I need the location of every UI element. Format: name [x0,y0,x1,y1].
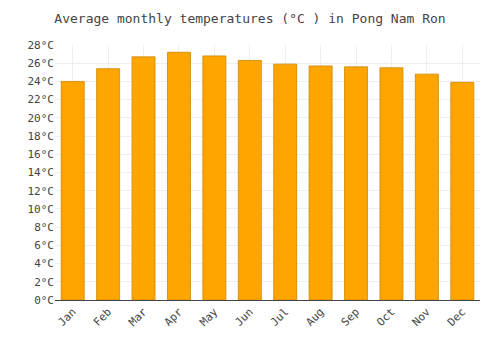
svg-text:Sep: Sep [339,306,362,329]
svg-text:Jul: Jul [268,306,291,329]
svg-text:May: May [197,305,221,329]
svg-text:2°C: 2°C [34,276,54,289]
svg-text:Apr: Apr [162,305,186,329]
svg-text:24°C: 24°C [28,75,55,88]
svg-text:20°C: 20°C [28,112,55,125]
svg-text:4°C: 4°C [34,257,54,270]
svg-text:14°C: 14°C [28,166,55,179]
svg-text:Aug: Aug [303,306,326,329]
svg-text:10°C: 10°C [28,203,55,216]
svg-text:18°C: 18°C [28,130,55,143]
svg-text:26°C: 26°C [28,57,55,70]
svg-text:22°C: 22°C [28,93,55,106]
svg-text:Jun: Jun [233,306,256,329]
svg-text:Oct: Oct [374,306,397,329]
svg-text:Jan: Jan [55,306,78,329]
svg-text:Feb: Feb [91,306,114,329]
svg-text:28°C: 28°C [28,39,55,52]
svg-text:0°C: 0°C [34,294,54,307]
svg-text:Nov: Nov [410,305,434,329]
svg-text:Mar: Mar [126,305,150,329]
svg-text:8°C: 8°C [34,221,54,234]
svg-text:6°C: 6°C [34,239,54,252]
svg-text:Average monthly temperatures (: Average monthly temperatures (°C ) in Po… [54,11,445,26]
svg-text:Dec: Dec [445,306,468,329]
svg-text:12°C: 12°C [28,185,55,198]
svg-text:16°C: 16°C [28,148,55,161]
